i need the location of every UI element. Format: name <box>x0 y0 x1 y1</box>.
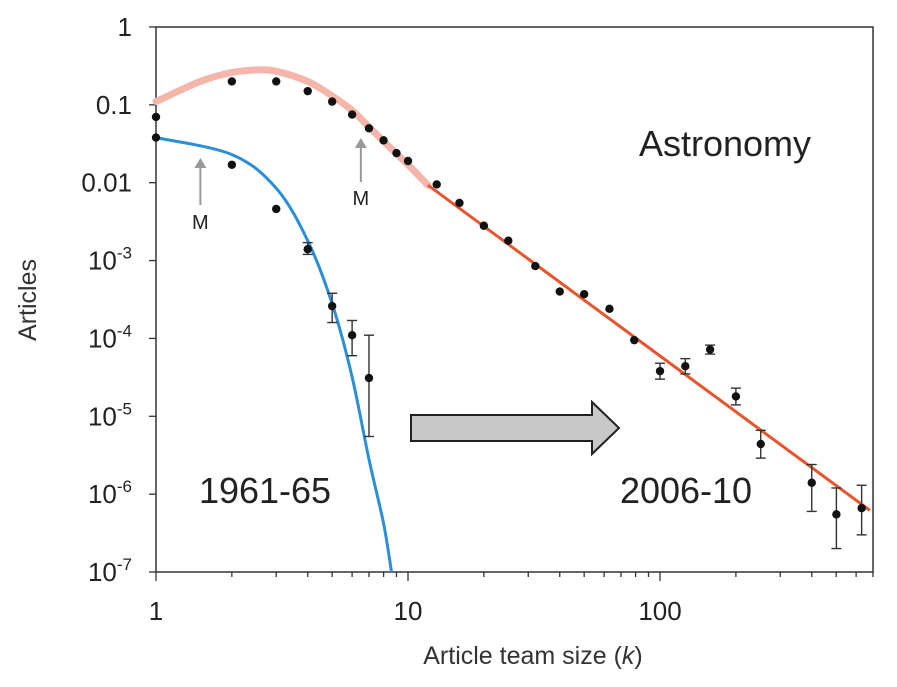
data-point-2006-10 <box>327 97 337 106</box>
data-point-2006-10 <box>756 439 765 449</box>
data-point-2006-10 <box>832 510 841 519</box>
data-point-2006-10 <box>705 345 715 354</box>
data-point-2006-10 <box>630 335 639 345</box>
data-point-2006-10 <box>504 236 513 245</box>
x-tick-label: 10 <box>394 596 423 626</box>
y-tick-label: 10-7 <box>88 555 132 587</box>
y-tick-label: 0.01 <box>81 168 132 198</box>
data-point-2006-10 <box>379 136 388 145</box>
y-axis-title: Articles <box>14 259 42 341</box>
error-bars <box>302 241 867 550</box>
data-points <box>151 77 866 519</box>
data-point-1961-65 <box>303 244 312 254</box>
period-end-label: 2006-10 <box>620 470 752 511</box>
data-point-2006-10 <box>347 110 357 119</box>
data-point-2006-10 <box>731 392 741 401</box>
data-point-2006-10 <box>364 124 374 133</box>
y-tick-label: 10-5 <box>88 399 132 431</box>
data-point-2006-10 <box>151 112 161 122</box>
data-point-2006-10 <box>655 366 665 376</box>
time-shift-arrow <box>410 399 621 457</box>
y-tick-label: 10-6 <box>88 477 132 509</box>
axes <box>155 26 874 573</box>
field-label: Astronomy <box>639 123 811 164</box>
data-point-2006-10 <box>807 478 816 487</box>
y-tick-label: 10-3 <box>88 244 132 276</box>
up-arrow-icon <box>354 138 367 148</box>
data-point-2006-10 <box>531 261 540 271</box>
plot-frame <box>155 26 874 573</box>
data-point-2006-10 <box>857 503 866 513</box>
data-point-2006-10 <box>555 287 564 296</box>
marker-m-label-1: M <box>192 212 209 234</box>
x-tick-label: 1 <box>149 596 163 626</box>
right-arrow-icon <box>410 399 621 457</box>
data-point-2006-10 <box>479 221 489 230</box>
fit-curve-2006-10-tail <box>427 183 871 512</box>
annotations: Astronomy 1961-65 2006-10 M M <box>192 123 811 511</box>
y-tick-label: 1 <box>118 12 132 42</box>
data-point-1961-65 <box>364 373 374 383</box>
data-point-1961-65 <box>272 204 281 214</box>
x-tick-label: 100 <box>638 596 681 626</box>
data-point-1961-65 <box>347 331 357 340</box>
data-point-1961-65 <box>227 160 237 169</box>
data-point-2006-10 <box>681 361 690 371</box>
data-point-2006-10 <box>579 289 589 299</box>
data-point-1961-65 <box>327 301 337 311</box>
period-start-label: 1961-65 <box>199 470 331 511</box>
data-point-2006-10 <box>605 304 614 314</box>
y-tick-label: 0.1 <box>96 90 132 120</box>
data-point-2006-10 <box>432 180 441 189</box>
y-tick-label: 10-4 <box>88 321 132 353</box>
data-point-2006-10 <box>227 77 237 86</box>
x-axis-title: Article team size (k) <box>423 642 643 670</box>
data-point-2006-10 <box>392 148 401 158</box>
tick-marks: 1 10 100 1 0.1 0.01 10-3 10-4 10-5 10-6 10-7 <box>81 12 874 626</box>
up-arrow-icon <box>194 158 207 168</box>
data-point-2006-10 <box>403 156 413 166</box>
data-point-2006-10 <box>455 198 464 208</box>
marker-m-label-2: M <box>353 188 370 210</box>
data-point-2006-10 <box>303 86 312 96</box>
data-point-1961-65 <box>151 133 161 142</box>
data-point-2006-10 <box>272 77 281 86</box>
